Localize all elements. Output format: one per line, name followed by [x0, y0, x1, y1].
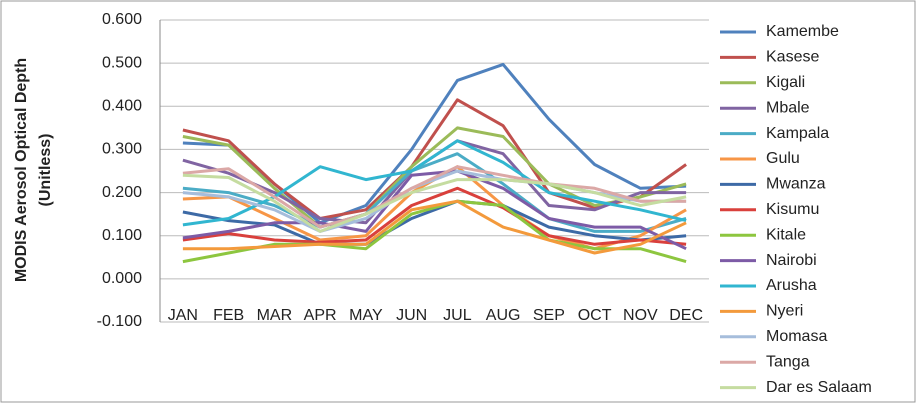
series-line — [182, 152, 687, 233]
legend-label: Arusha — [766, 277, 817, 294]
legend-label: Kampala — [766, 125, 829, 142]
x-tick-label: FEB — [213, 307, 244, 324]
legend-label: Mwanza — [766, 176, 826, 193]
legend-label: Kasese — [766, 49, 819, 66]
y-tick-label: 0.500 — [102, 54, 142, 71]
y-tick-label: 0.600 — [102, 11, 142, 28]
x-tick-label: OCT — [578, 307, 612, 324]
y-tick-label: 0.300 — [102, 141, 142, 158]
legend-label: Momasa — [766, 328, 827, 345]
x-tick-label: MAR — [257, 307, 293, 324]
y-axis-title: MODIS Aerosol Optical Depth — [13, 58, 30, 282]
x-tick-label: NOV — [623, 307, 658, 324]
x-tick-label: DEC — [669, 307, 703, 324]
legend-label: Mbale — [766, 99, 810, 116]
legend-label: Kitale — [766, 226, 806, 243]
y-tick-label: 0.200 — [102, 184, 142, 201]
series-line — [182, 165, 687, 229]
legend-label: Nyeri — [766, 303, 803, 320]
series-line — [182, 139, 687, 227]
y-tick-label: 0.100 — [102, 227, 142, 244]
y-tick-label: 0.000 — [102, 270, 142, 287]
legend-label: Dar es Salaam — [766, 379, 872, 396]
series-line — [182, 199, 687, 255]
series-line — [182, 186, 687, 246]
x-tick-label: JAN — [168, 307, 198, 324]
legend-label: Kamembe — [766, 23, 839, 40]
x-tick-label: SEP — [533, 307, 565, 324]
x-tick-label: JUN — [396, 307, 427, 324]
series-line — [182, 173, 687, 233]
y-tick-label: 0.400 — [102, 98, 142, 115]
y-tick-label: -0.100 — [97, 313, 142, 330]
series-line — [182, 169, 687, 251]
x-tick-label: APR — [304, 307, 337, 324]
legend-label: Kisumu — [766, 201, 819, 218]
x-tick-label: MAY — [349, 307, 383, 324]
y-axis-title: (Unitless) — [37, 134, 54, 207]
x-tick-label: AUG — [486, 307, 521, 324]
legend-label: Kigali — [766, 74, 805, 91]
legend-label: Gulu — [766, 150, 800, 167]
x-tick-label: JUL — [443, 307, 472, 324]
legend-label: Nairobi — [766, 252, 817, 269]
legend-label: Tanga — [766, 353, 810, 370]
